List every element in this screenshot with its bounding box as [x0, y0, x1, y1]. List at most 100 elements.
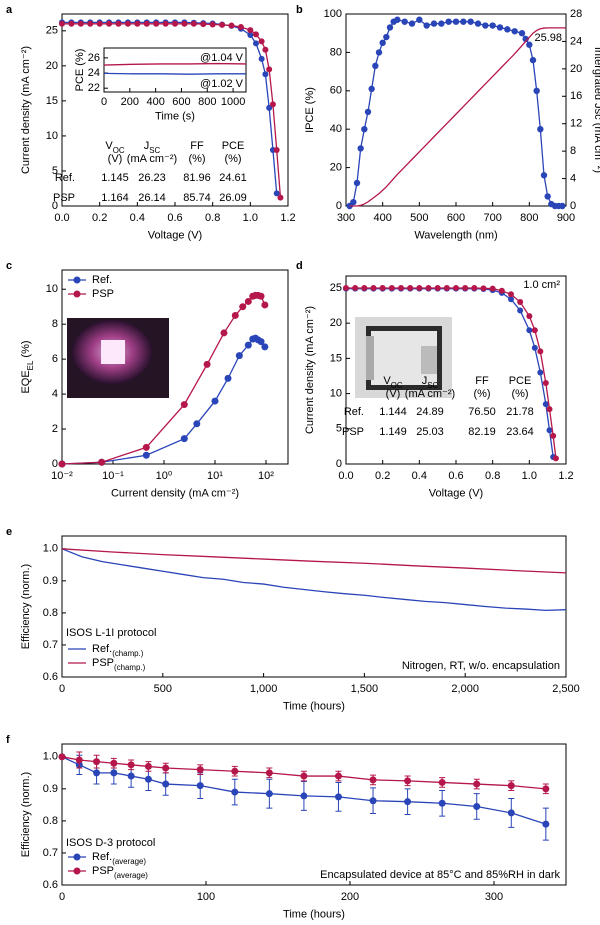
- x-tick-label: 10¹: [207, 470, 223, 482]
- data-point: [364, 108, 372, 116]
- data-point: [369, 776, 377, 784]
- data-point: [425, 284, 432, 291]
- data-point: [489, 22, 496, 29]
- data-point: [211, 397, 219, 405]
- data-point: [252, 40, 259, 47]
- data-point: [537, 369, 544, 376]
- data-point: [190, 20, 197, 27]
- table-cell: 81.96: [183, 172, 211, 184]
- table-row-label: PSP: [53, 192, 75, 204]
- data-point: [181, 20, 188, 27]
- table-cell: 24.89: [416, 406, 444, 418]
- data-point: [58, 753, 66, 761]
- series-line: [61, 548, 567, 574]
- table-unit: (mA cm⁻²): [127, 153, 177, 165]
- data-point: [368, 85, 375, 93]
- x-tick-label: 0.4: [130, 212, 145, 224]
- data-point: [144, 762, 152, 770]
- y-tick-label: 80: [330, 46, 342, 58]
- data-point: [537, 126, 544, 133]
- x-tick-label: 1.0: [522, 470, 537, 482]
- table-cell: 1.145: [101, 172, 129, 184]
- x-tick-label: 200: [341, 891, 359, 903]
- y2-axis-label: Intergrated Jsc (mA cm⁻²): [592, 47, 600, 173]
- y-tick-label: 10: [330, 387, 342, 399]
- data-point: [269, 101, 276, 108]
- data-point: [533, 87, 540, 95]
- data-point: [257, 338, 265, 346]
- data-point: [265, 790, 273, 798]
- data-point: [142, 443, 150, 451]
- data-point: [352, 284, 359, 291]
- data-point: [300, 772, 308, 780]
- y-tick-label: 10: [46, 130, 58, 142]
- data-point: [430, 20, 438, 27]
- annotation: Nitrogen, RT, w/o. encapsulation: [402, 660, 560, 672]
- data-point: [258, 55, 265, 62]
- table-header: VOC: [383, 375, 402, 390]
- y-tick-label: 25: [46, 25, 58, 37]
- data-point: [228, 22, 235, 29]
- series-line: [61, 548, 567, 612]
- x-tick-label: 0.6: [448, 470, 463, 482]
- data-point: [453, 284, 459, 291]
- data-point: [200, 21, 207, 28]
- table-unit: (V): [386, 388, 401, 400]
- data-point: [526, 313, 533, 320]
- x-axis-label: Time (s): [155, 110, 195, 122]
- y-tick-label: 20: [330, 317, 342, 329]
- y-tick-label: 5: [336, 423, 342, 435]
- data-point: [526, 327, 533, 334]
- data-point: [124, 20, 131, 27]
- x-tick-label: 300: [337, 212, 355, 224]
- data-point: [452, 18, 460, 25]
- table-cell: 25.03: [416, 426, 444, 438]
- y-axis-label: PCE (%): [74, 49, 86, 92]
- data-point: [517, 307, 524, 314]
- data-point: [262, 46, 269, 53]
- x-tick-label: 200: [121, 96, 139, 108]
- data-point: [504, 26, 511, 33]
- table-header: JSC: [144, 140, 161, 155]
- table-header: JSC: [422, 375, 439, 390]
- y-tick-label: 0.6: [43, 879, 58, 891]
- data-point: [75, 756, 83, 764]
- data-point: [235, 352, 243, 360]
- y-tick-label: 0: [52, 200, 58, 212]
- annotation: ISOS D-3 protocol: [66, 837, 155, 849]
- y2-tick-label: 28: [570, 8, 582, 20]
- panel-label: b: [296, 4, 303, 16]
- data-point: [59, 20, 65, 27]
- data-point: [193, 420, 201, 428]
- x-tick-label: 0.4: [412, 470, 427, 482]
- table-cell: 76.50: [468, 406, 496, 418]
- y-axis-label-part: EQE: [20, 370, 32, 393]
- x-tick-label: 0.0: [338, 470, 353, 482]
- data-point: [93, 769, 101, 777]
- data-point: [247, 27, 254, 34]
- y-tick-label: 0.8: [43, 815, 58, 827]
- annotation: 25.98: [534, 32, 562, 44]
- x-tick-label: 10⁻²: [51, 470, 73, 482]
- data-point: [273, 146, 280, 153]
- data-point: [416, 284, 423, 291]
- plot-frame: [61, 743, 567, 886]
- x-tick-label: 0: [59, 683, 65, 695]
- x-tick-label: 100: [197, 891, 215, 903]
- y-tick-label: 0.8: [43, 607, 58, 619]
- data-point: [474, 20, 482, 27]
- data-point: [127, 772, 135, 780]
- data-point: [370, 284, 377, 291]
- data-point: [334, 793, 342, 801]
- data-point: [273, 190, 280, 197]
- data-point: [209, 21, 216, 28]
- table-header-part: OC: [113, 146, 125, 155]
- data-point: [266, 66, 273, 73]
- data-point: [106, 20, 113, 27]
- data-point: [546, 406, 553, 413]
- data-point: [343, 284, 349, 291]
- data-point: [473, 780, 481, 788]
- x-tick-label: 2,000: [451, 683, 479, 695]
- y-tick-label: 0: [336, 458, 342, 470]
